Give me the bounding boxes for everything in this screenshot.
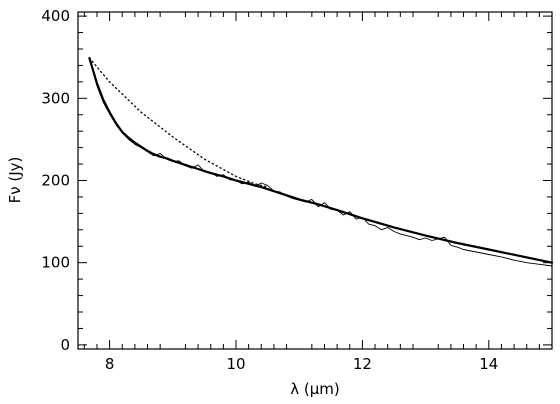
x-tick-label: 12 (353, 355, 372, 373)
y-tick-label: 300 (41, 89, 70, 107)
tick-labels: 8 10 12 14 0 100 200 300 400 (41, 7, 498, 373)
series-group (88, 56, 554, 267)
ticks (78, 12, 552, 349)
series-line-smooth (88, 56, 554, 264)
plot-frame (77, 11, 553, 350)
y-tick-label: 400 (41, 7, 70, 25)
y-axis-label: Fν (Jy) (6, 157, 24, 204)
x-tick-label: 14 (479, 355, 498, 373)
x-tick-label: 10 (226, 355, 245, 373)
x-tick-label: 8 (105, 355, 115, 373)
series-line-observed (88, 57, 553, 267)
y-tick-label: 100 (41, 254, 70, 272)
x-axis-label: λ (μm) (290, 380, 340, 398)
series-line-dotted (88, 57, 269, 188)
y-tick-label: 0 (60, 336, 70, 354)
y-tick-label: 200 (41, 172, 70, 190)
